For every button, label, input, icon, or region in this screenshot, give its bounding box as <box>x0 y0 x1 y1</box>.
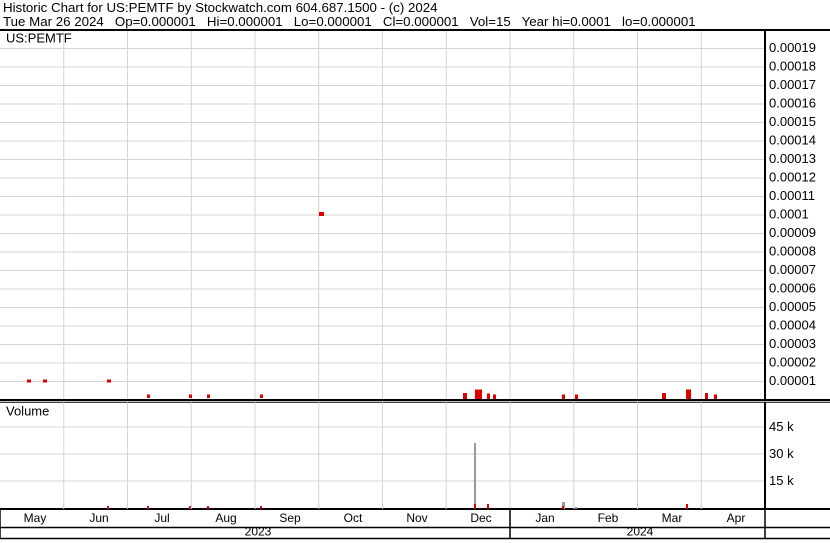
svg-text:Jul: Jul <box>154 511 169 525</box>
svg-text:Volume: Volume <box>6 404 49 419</box>
svg-text:0.00015: 0.00015 <box>769 114 816 129</box>
svg-text:45 k: 45 k <box>769 419 794 434</box>
svg-text:Mar: Mar <box>662 511 683 525</box>
svg-text:0.00017: 0.00017 <box>769 77 816 92</box>
svg-text:0.00006: 0.00006 <box>769 281 816 296</box>
svg-text:0.0001: 0.0001 <box>769 207 809 222</box>
svg-text:May: May <box>24 511 47 525</box>
svg-text:Jan: Jan <box>535 511 554 525</box>
svg-text:Sep: Sep <box>279 511 301 525</box>
svg-text:Apr: Apr <box>727 511 746 525</box>
svg-text:0.00005: 0.00005 <box>769 299 816 314</box>
svg-text:US:PEMTF: US:PEMTF <box>6 31 72 46</box>
svg-text:Aug: Aug <box>215 511 236 525</box>
svg-text:0.00002: 0.00002 <box>769 355 816 370</box>
svg-text:0.00014: 0.00014 <box>769 133 816 148</box>
svg-text:0.00003: 0.00003 <box>769 336 816 351</box>
svg-text:0.00013: 0.00013 <box>769 151 816 166</box>
svg-text:0.00007: 0.00007 <box>769 262 816 277</box>
svg-text:2024: 2024 <box>627 525 654 539</box>
svg-text:Nov: Nov <box>406 511 427 525</box>
svg-text:0.00012: 0.00012 <box>769 170 816 185</box>
svg-text:Feb: Feb <box>598 511 619 525</box>
svg-text:Dec: Dec <box>470 511 491 525</box>
svg-text:0.00001: 0.00001 <box>769 373 816 388</box>
svg-text:0.00016: 0.00016 <box>769 96 816 111</box>
svg-text:0.00018: 0.00018 <box>769 59 816 74</box>
svg-text:30 k: 30 k <box>769 446 794 461</box>
svg-text:0.00011: 0.00011 <box>769 188 815 203</box>
svg-text:0.00019: 0.00019 <box>769 40 816 55</box>
svg-text:0.00009: 0.00009 <box>769 225 816 240</box>
svg-text:0.00004: 0.00004 <box>769 318 816 333</box>
svg-text:0.00008: 0.00008 <box>769 244 816 259</box>
svg-text:Oct: Oct <box>344 511 363 525</box>
svg-text:15 k: 15 k <box>769 473 794 488</box>
svg-text:2023: 2023 <box>245 525 272 539</box>
svg-text:Jun: Jun <box>89 511 108 525</box>
